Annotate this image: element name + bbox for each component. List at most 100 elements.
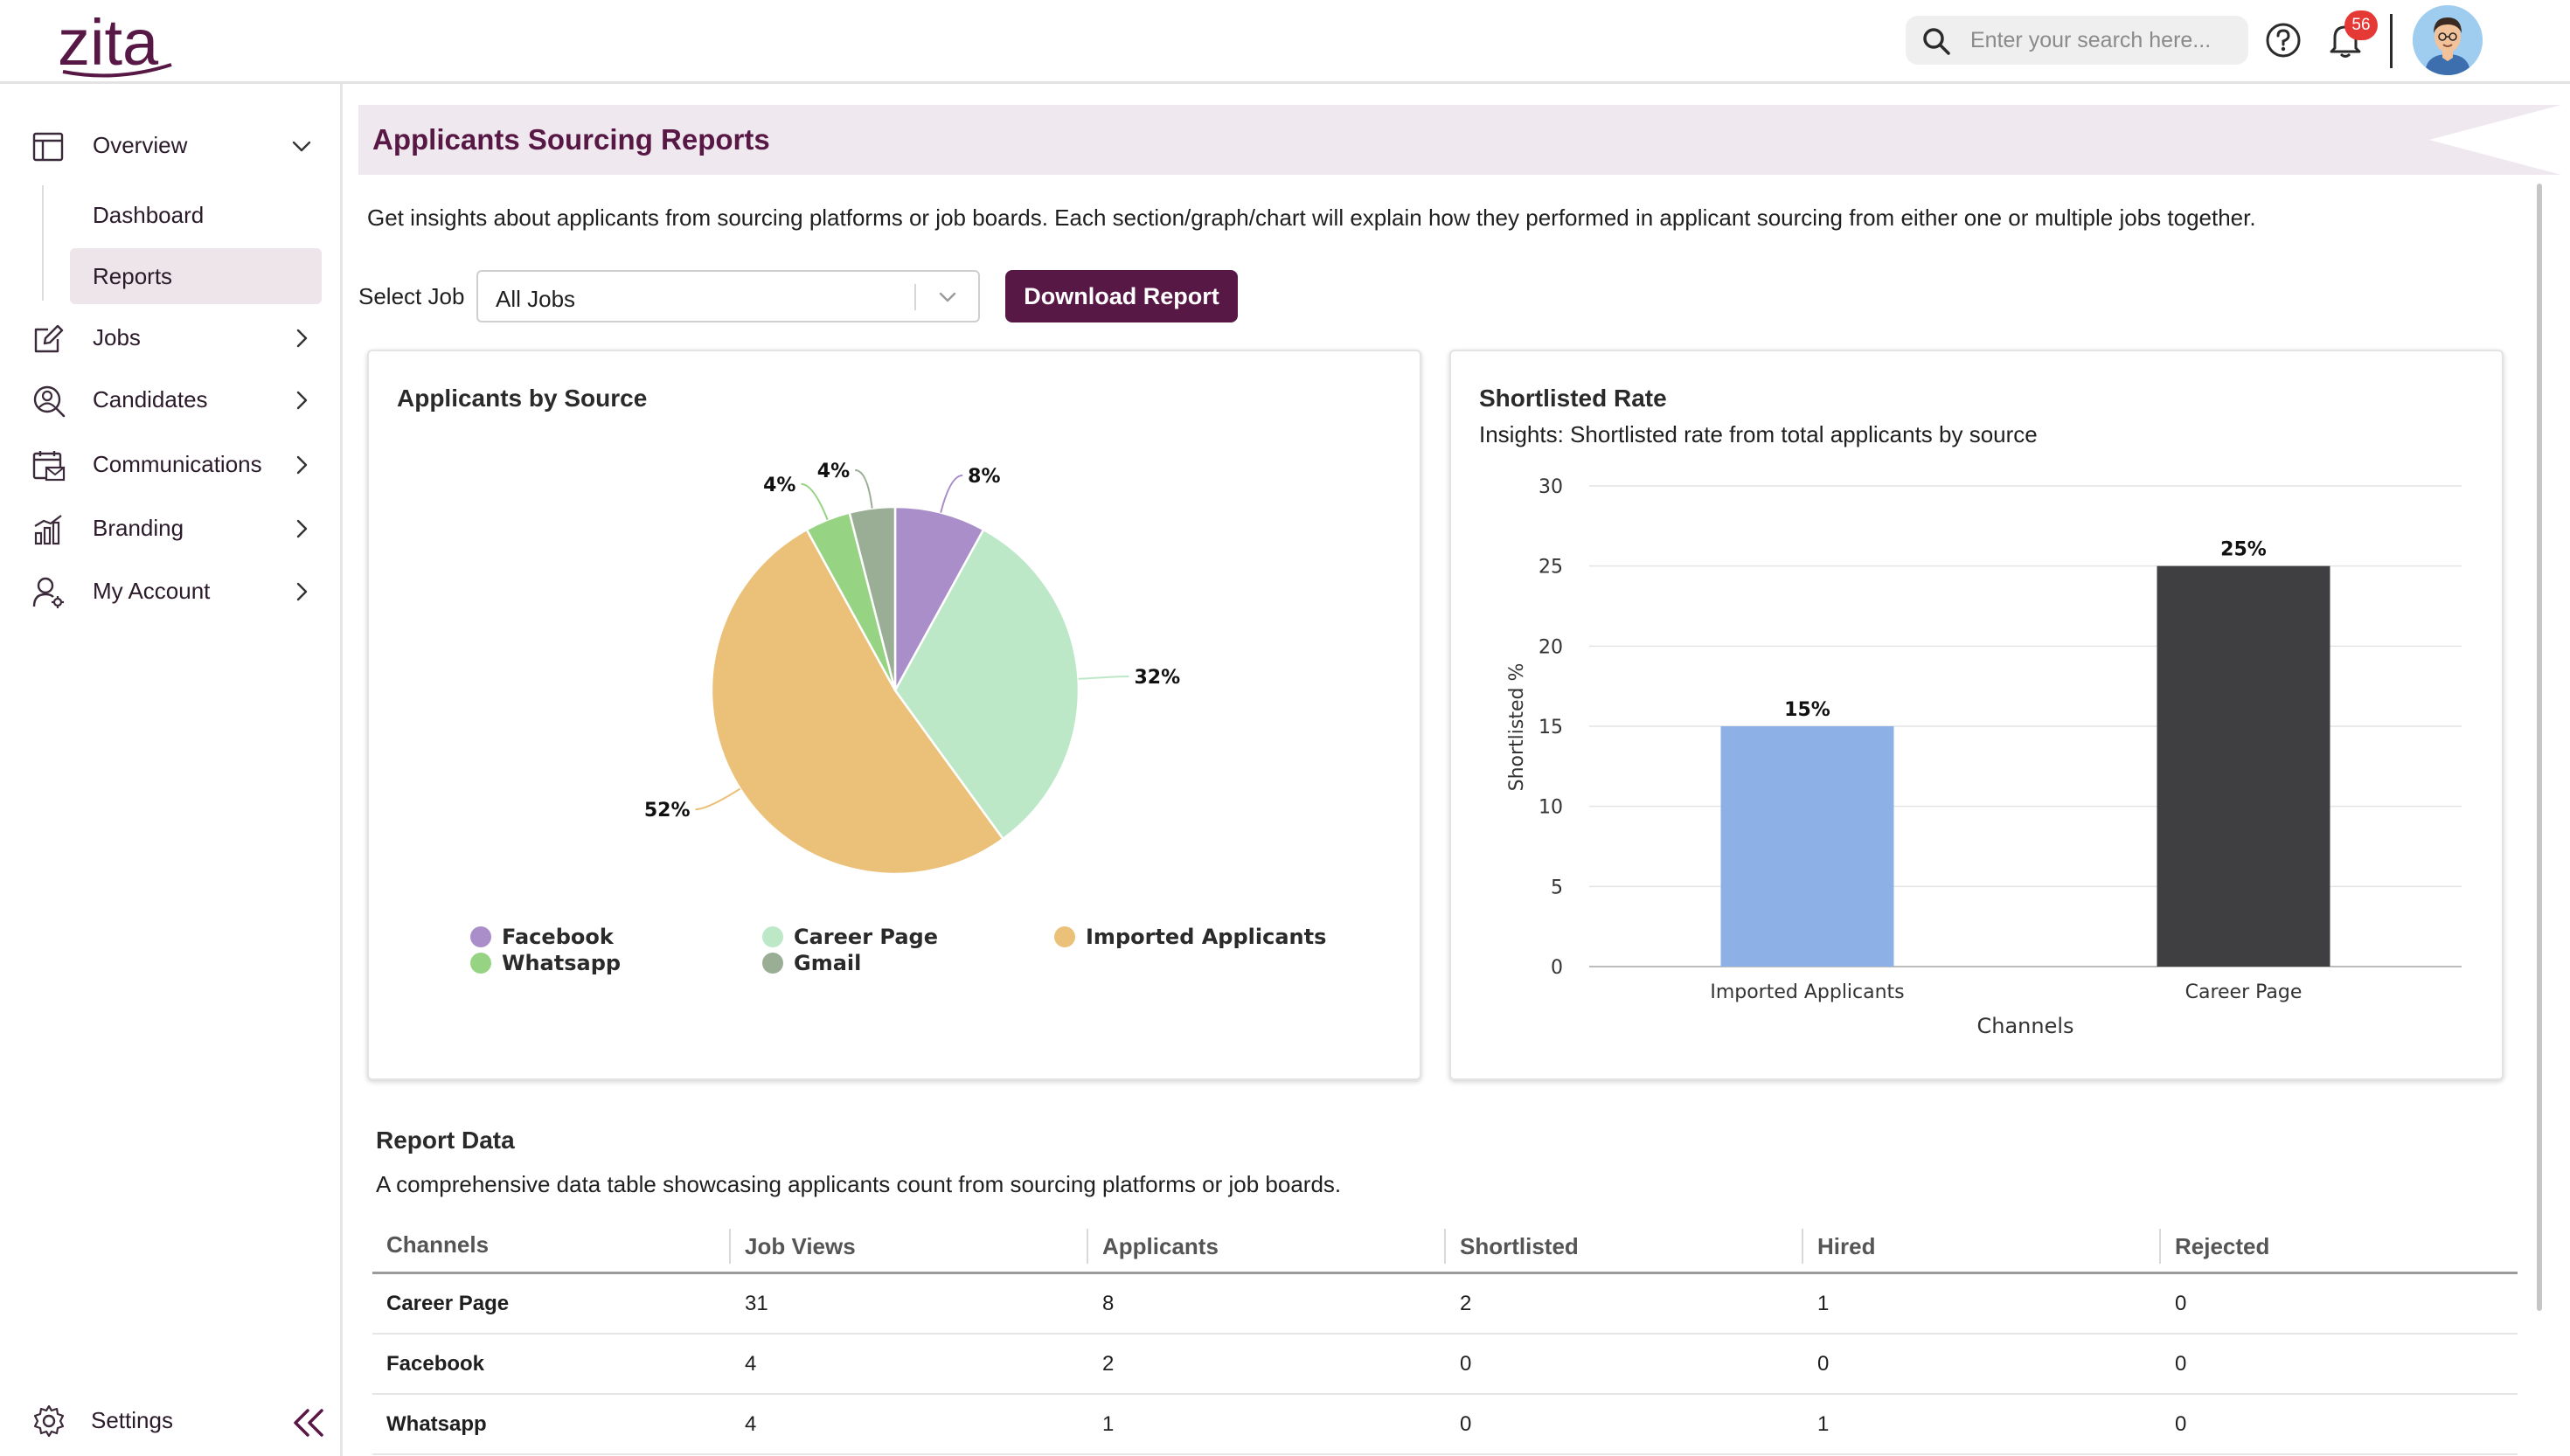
pie-data-label: 52% bbox=[644, 800, 691, 822]
y-tick-label: 5 bbox=[1551, 877, 1563, 898]
download-report-button[interactable]: Download Report bbox=[1005, 270, 1238, 322]
table-cell: 0 bbox=[1460, 1411, 1472, 1436]
pie-leader-line bbox=[854, 469, 873, 509]
column-header-rejected[interactable]: Rejected bbox=[2159, 1229, 2269, 1264]
legend-item[interactable]: Facebook bbox=[502, 925, 615, 949]
column-header-channels[interactable]: Channels bbox=[386, 1231, 490, 1258]
bar-imported-applicants[interactable] bbox=[1720, 726, 1894, 967]
search-box[interactable] bbox=[1906, 16, 2248, 65]
table-cell: Whatsapp bbox=[386, 1411, 487, 1436]
table-cell: 0 bbox=[2175, 1351, 2187, 1376]
notification-count-badge: 56 bbox=[2344, 10, 2378, 40]
table-cell: 4 bbox=[745, 1411, 757, 1436]
bar-chart: 0 5 10 15 20 25 30 15% Imported Applicants 25% Car… bbox=[1506, 476, 2462, 1038]
select-separator bbox=[914, 284, 916, 310]
sidebar-item-label: Candidates bbox=[93, 386, 208, 413]
pie-slice-imported-applicants[interactable] bbox=[710, 528, 1005, 876]
sidebar-item-my-account[interactable]: My Account bbox=[0, 563, 340, 619]
sidebar-item-dashboard[interactable]: Dashboard bbox=[70, 187, 322, 243]
legend-swatch bbox=[1054, 926, 1075, 947]
sidebar-item-overview[interactable]: Overview bbox=[0, 117, 340, 173]
job-select-dropdown[interactable]: All Jobs bbox=[476, 270, 980, 322]
table-cell: 31 bbox=[745, 1291, 768, 1315]
legend-item[interactable]: Imported Applicants bbox=[1086, 925, 1326, 949]
report-data-title: Report Data bbox=[376, 1127, 515, 1154]
applicants-by-source-card: Applicants by Source 8% 32% 52% 4% 4% Faceboo… bbox=[367, 350, 1421, 1080]
layout-icon bbox=[32, 132, 64, 162]
edit-icon bbox=[34, 324, 64, 353]
page-title-banner bbox=[358, 105, 2561, 175]
bar-career-page[interactable] bbox=[2157, 565, 2330, 967]
chevron-right-icon[interactable] bbox=[288, 387, 315, 413]
x-axis-label: Channels bbox=[1976, 1014, 2073, 1038]
select-job-label: Select Job bbox=[358, 283, 465, 309]
column-header-job-views[interactable]: Job Views bbox=[729, 1229, 856, 1264]
legend-swatch bbox=[470, 953, 491, 974]
chevron-right-icon[interactable] bbox=[288, 579, 315, 605]
legend-item[interactable]: Gmail bbox=[794, 951, 861, 975]
table-cell: 4 bbox=[745, 1351, 757, 1376]
y-tick-label: 30 bbox=[1539, 476, 1563, 498]
help-icon[interactable] bbox=[2264, 21, 2303, 59]
search-input[interactable] bbox=[1970, 23, 2233, 58]
y-axis-label: Shortlisted % bbox=[1506, 663, 1528, 792]
y-tick-label: 15 bbox=[1539, 717, 1563, 738]
sidebar-item-reports[interactable]: Reports bbox=[70, 248, 322, 304]
sidebar-item-label: Settings bbox=[91, 1407, 173, 1433]
table-cell: 1 bbox=[1102, 1411, 1115, 1436]
pie-leader-line bbox=[695, 787, 741, 811]
chevron-right-icon[interactable] bbox=[288, 516, 315, 542]
page-intro-text: Get insights about applicants from sourc… bbox=[367, 205, 2256, 231]
pie-data-label: 32% bbox=[1134, 667, 1180, 689]
chevron-down-icon[interactable] bbox=[288, 133, 315, 159]
sidebar-item-branding[interactable]: Branding bbox=[0, 500, 340, 556]
user-settings-icon bbox=[32, 577, 64, 608]
x-tick-label: Career Page bbox=[2185, 981, 2303, 1003]
legend-swatch bbox=[762, 926, 783, 947]
top-header: zita 56 bbox=[0, 0, 2570, 84]
job-select-value: All Jobs bbox=[496, 286, 576, 312]
bar-data-label: 25% bbox=[2220, 539, 2267, 561]
sidebar-item-settings[interactable]: Settings bbox=[0, 1390, 340, 1451]
sidebar-item-jobs[interactable]: Jobs bbox=[0, 309, 340, 365]
pie-leader-line bbox=[940, 474, 963, 513]
bar-chart-subtitle: Insights: Shortlisted rate from total ap… bbox=[1479, 421, 2038, 447]
y-tick-label: 25 bbox=[1539, 557, 1563, 579]
chevron-right-icon[interactable] bbox=[288, 325, 315, 351]
chevron-right-icon[interactable] bbox=[288, 452, 315, 478]
legend-swatch bbox=[470, 926, 491, 947]
column-header-shortlisted[interactable]: Shortlisted bbox=[1444, 1229, 1579, 1264]
submenu-guide-line bbox=[42, 185, 44, 301]
table-row: Facebook 4 2 0 0 0 bbox=[372, 1335, 2518, 1395]
page-title: Applicants Sourcing Reports bbox=[372, 123, 770, 156]
legend-swatch bbox=[762, 953, 783, 974]
table-cell: 2 bbox=[1102, 1351, 1115, 1376]
collapse-sidebar-icon[interactable] bbox=[288, 1405, 329, 1440]
sidebar-item-communications[interactable]: Communications bbox=[0, 436, 340, 492]
shortlisted-rate-card: Shortlisted Rate Insights: Shortlisted r… bbox=[1449, 350, 2504, 1080]
column-header-hired[interactable]: Hired bbox=[1802, 1229, 1875, 1264]
column-header-applicants[interactable]: Applicants bbox=[1087, 1229, 1219, 1264]
sidebar-item-label: Overview bbox=[93, 132, 188, 158]
table-cell: 0 bbox=[1817, 1351, 1830, 1376]
sidebar-item-candidates[interactable]: Candidates bbox=[0, 371, 340, 427]
user-avatar[interactable] bbox=[2413, 5, 2483, 75]
page-scrollbar[interactable] bbox=[2537, 184, 2542, 1311]
chevron-down-icon[interactable] bbox=[934, 284, 961, 310]
candidate-search-icon bbox=[33, 385, 66, 418]
sidebar-item-label: Dashboard bbox=[93, 202, 205, 228]
sidebar-item-label: My Account bbox=[93, 578, 211, 604]
pie-slice-career-page[interactable] bbox=[893, 528, 1080, 841]
bar-chart-icon bbox=[34, 515, 62, 545]
pie-slice-facebook[interactable] bbox=[893, 505, 985, 691]
pie-slice-gmail[interactable] bbox=[848, 505, 897, 691]
table-row: Whatsapp 4 1 0 1 0 bbox=[372, 1395, 2518, 1455]
legend-item[interactable]: Whatsapp bbox=[502, 951, 621, 975]
calendar-mail-icon bbox=[32, 451, 66, 482]
table-cell: 2 bbox=[1460, 1291, 1472, 1315]
zita-logo[interactable]: zita bbox=[56, 2, 178, 80]
y-tick-label: 20 bbox=[1539, 636, 1563, 658]
pie-data-label: 4% bbox=[817, 461, 850, 482]
legend-item[interactable]: Career Page bbox=[794, 925, 938, 949]
search-icon[interactable] bbox=[1921, 26, 1951, 56]
